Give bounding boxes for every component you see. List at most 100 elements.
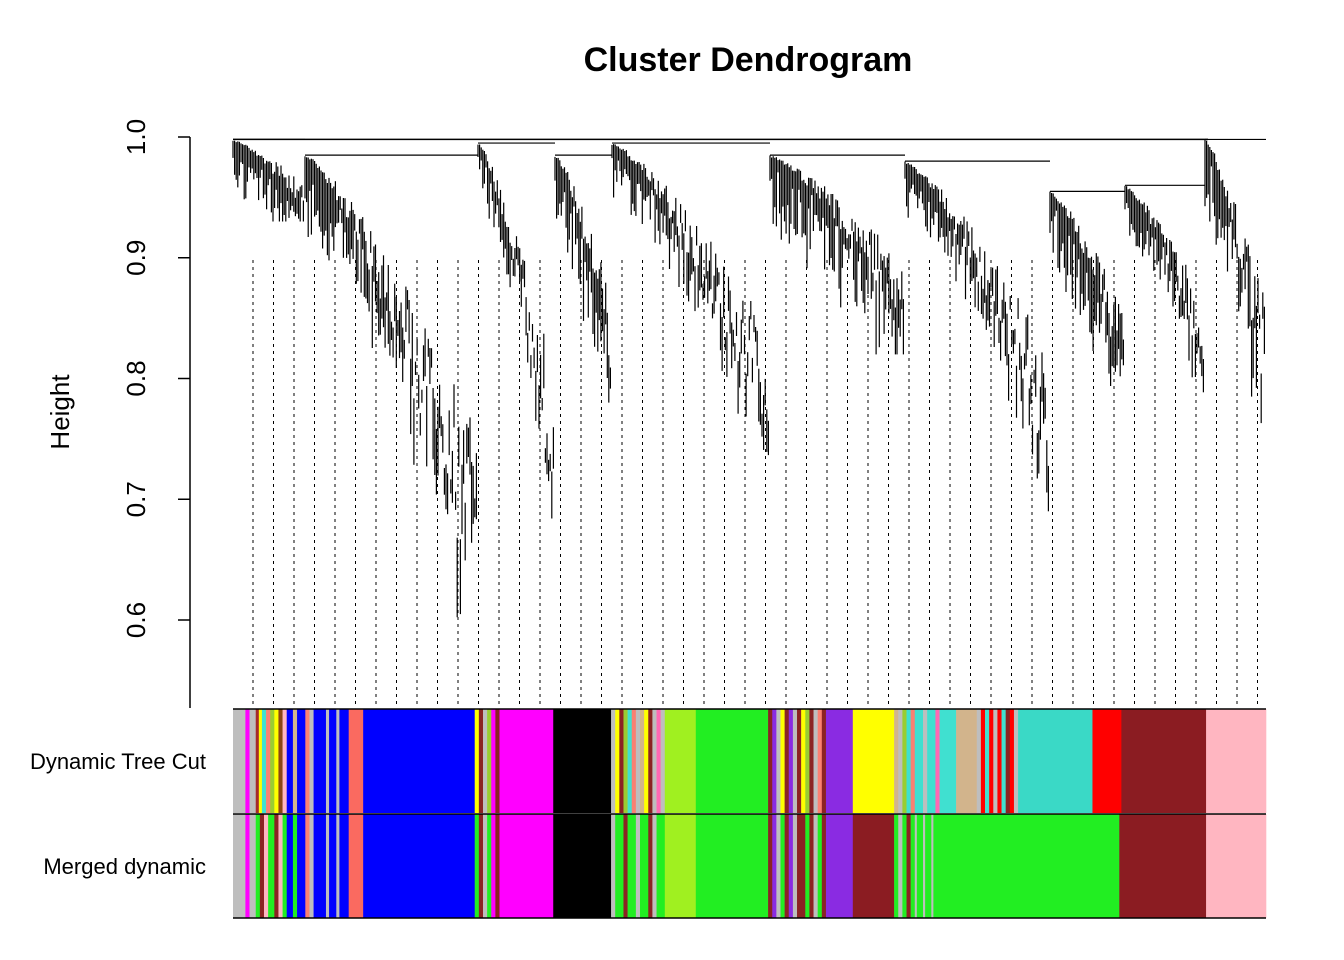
color-segment	[1009, 709, 1015, 813]
color-segment	[898, 709, 903, 813]
color-segment	[553, 709, 612, 813]
color-segment	[268, 814, 275, 918]
color-segment	[914, 709, 924, 813]
dendrogram-branch	[1124, 184, 1205, 393]
color-segment	[914, 814, 918, 918]
color-segment	[286, 814, 294, 918]
color-row: Merged dynamic	[43, 814, 1267, 918]
color-segment	[784, 814, 790, 918]
color-row-label: Dynamic Tree Cut	[30, 749, 206, 774]
color-segment	[695, 814, 769, 918]
dendrogram-branch	[1204, 138, 1266, 424]
color-segment	[1013, 709, 1019, 813]
color-segment	[648, 814, 653, 918]
color-segment	[852, 814, 895, 918]
color-segment	[772, 814, 777, 918]
color-segment	[910, 709, 916, 813]
color-segment	[274, 814, 279, 918]
color-segment	[656, 814, 666, 918]
color-segment	[1119, 814, 1207, 918]
color-segment	[776, 709, 781, 813]
color-segment	[478, 814, 484, 918]
color-segment	[258, 709, 263, 813]
color-segment	[640, 814, 649, 918]
color-segment	[825, 814, 854, 918]
color-segment	[309, 814, 314, 918]
color-segment	[640, 709, 645, 813]
color-segment	[336, 709, 340, 813]
color-segment	[894, 709, 899, 813]
color-segment	[648, 709, 653, 813]
color-segment	[1121, 709, 1207, 813]
color-segment	[336, 814, 340, 918]
color-segment	[348, 814, 364, 918]
color-segment	[788, 814, 794, 918]
color-segment	[976, 709, 982, 813]
color-segment	[282, 814, 288, 918]
color-segment	[813, 709, 818, 813]
color-segment	[1018, 709, 1093, 813]
color-segment	[894, 814, 899, 918]
color-segment	[910, 814, 916, 918]
color-segment	[898, 814, 903, 918]
y-tick-label: 1.0	[121, 119, 151, 155]
color-segment	[664, 709, 697, 813]
color-segment	[817, 814, 823, 918]
color-segment	[768, 709, 773, 813]
color-segment	[664, 814, 697, 918]
color-segment	[780, 814, 785, 918]
y-axis: 0.6 0.7 0.8 0.9 1.0	[121, 119, 191, 708]
color-segment	[325, 814, 330, 918]
color-segment	[619, 709, 624, 813]
color-segment	[278, 814, 283, 918]
color-segment	[474, 709, 480, 813]
color-segment	[482, 709, 488, 813]
color-segment	[292, 814, 298, 918]
color-segment	[292, 709, 298, 813]
dendrogram-branch	[554, 154, 612, 403]
color-segment	[495, 814, 500, 918]
dendrogram-tree	[232, 138, 1266, 708]
color-segment	[297, 709, 306, 813]
color-segment	[631, 709, 637, 813]
y-tick-label: 0.7	[121, 481, 151, 517]
color-segment	[487, 709, 492, 813]
module-color-rows: Dynamic Tree Cut Merged dynamic	[30, 708, 1267, 919]
color-segment	[363, 709, 476, 813]
color-segment	[278, 709, 283, 813]
color-segment	[611, 709, 616, 813]
color-segment	[916, 814, 924, 918]
color-segment	[902, 814, 907, 918]
color-segment	[615, 814, 624, 918]
color-segment	[627, 709, 633, 813]
color-segment	[985, 709, 990, 813]
color-segment	[1005, 709, 1011, 813]
color-segment	[274, 709, 279, 813]
color-segment	[768, 814, 773, 918]
color-segment	[255, 709, 260, 813]
color-segment	[809, 814, 814, 918]
color-segment	[935, 709, 940, 813]
color-segment	[1206, 814, 1267, 918]
color-segment	[788, 709, 794, 813]
color-segment	[259, 814, 265, 918]
color-segment	[266, 709, 271, 813]
chart-title: Cluster Dendrogram	[584, 41, 913, 79]
dendrogram-branch	[232, 138, 305, 222]
color-segment	[1001, 709, 1006, 813]
dendrogram-branch	[1049, 190, 1125, 386]
color-segment	[652, 814, 657, 918]
color-segment	[792, 709, 798, 813]
color-segment	[635, 814, 641, 918]
color-segment	[309, 709, 314, 813]
color-segment	[286, 709, 294, 813]
color-segment	[923, 709, 928, 813]
dendrogram-branch	[611, 142, 770, 456]
color-segment	[553, 814, 612, 918]
y-tick-label: 0.6	[121, 602, 151, 638]
color-segment	[363, 814, 476, 918]
color-segment	[780, 709, 785, 813]
color-segment	[695, 709, 769, 813]
color-segment	[813, 814, 818, 918]
